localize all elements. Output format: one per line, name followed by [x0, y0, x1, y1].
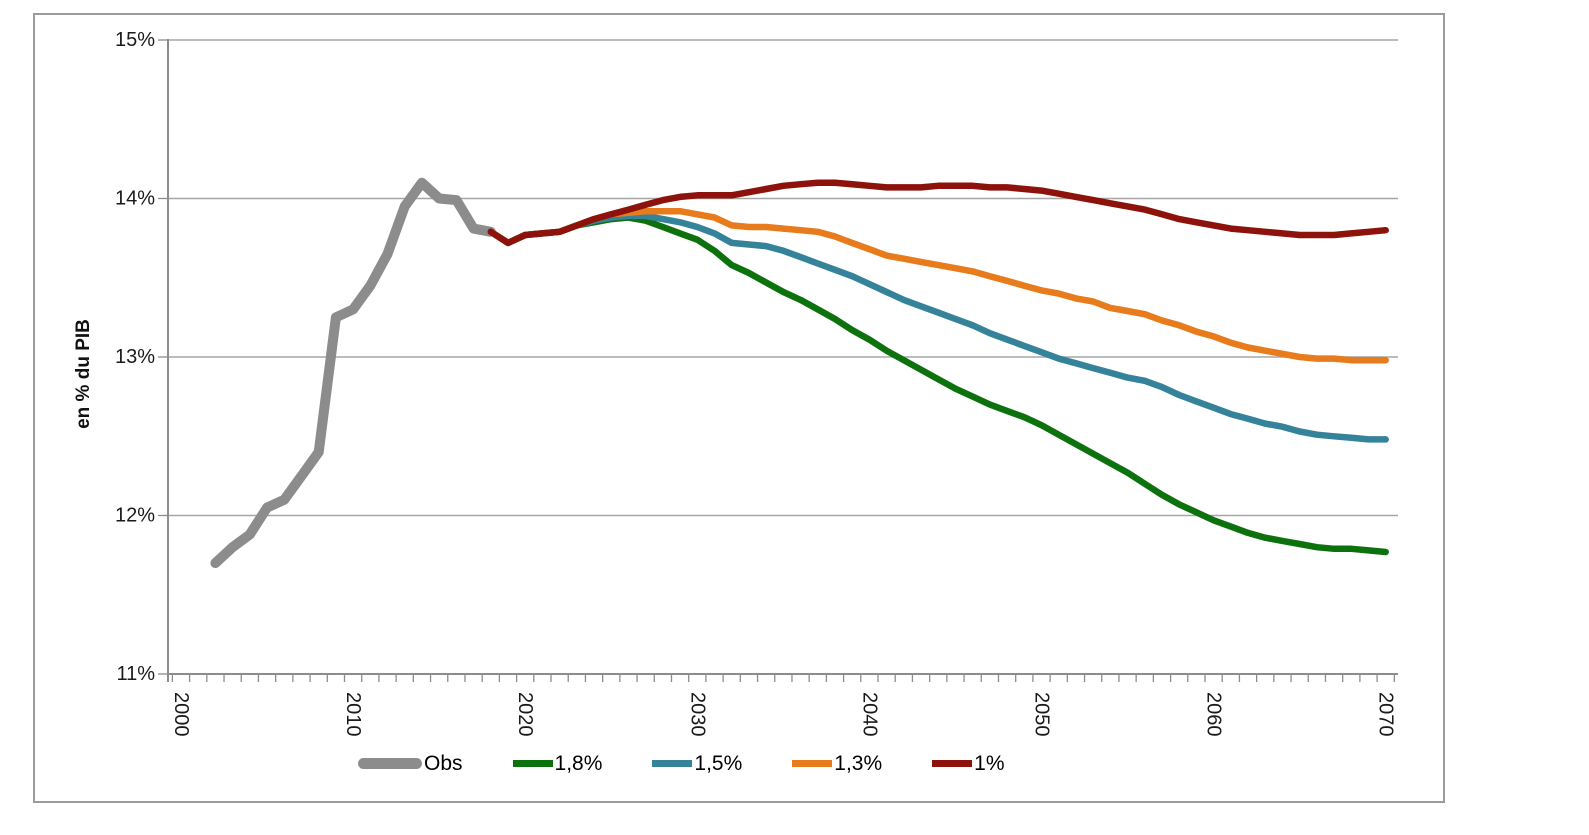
y-tick-label: 14%	[115, 188, 155, 210]
legend-swatch-s18	[512, 760, 553, 767]
legend-swatch-obs	[358, 758, 422, 769]
series-line-s10	[487, 179, 1389, 247]
legend-swatch-s15	[652, 760, 693, 767]
y-tick-label: 11%	[116, 663, 155, 685]
x-tick-label: 2070	[1375, 692, 1397, 737]
y-tick-label: 13%	[115, 346, 155, 368]
legend-swatch-s10	[932, 760, 973, 767]
series-line-obs	[210, 177, 496, 569]
x-tick-label: 2060	[1203, 692, 1225, 737]
legend-item-s10: 1%	[932, 752, 1005, 775]
series-line-s15	[487, 212, 1389, 443]
legend-label: Obs	[424, 752, 463, 775]
legend-swatch-s13	[792, 760, 833, 767]
legend-label: 1,8%	[554, 752, 603, 775]
legend-item-s18: 1,8%	[512, 752, 603, 775]
series-line-s13	[487, 207, 1389, 364]
y-tick-label: 12%	[115, 505, 155, 527]
x-tick-label: 2040	[858, 692, 880, 737]
x-tick-label: 2000	[170, 692, 192, 737]
legend-label: 1%	[974, 752, 1005, 775]
legend-item-s15: 1,5%	[652, 753, 742, 774]
x-tick-label: 2050	[1031, 692, 1053, 737]
y-tick-label: 15%	[115, 29, 155, 51]
legend-item-s13: 1,3%	[792, 753, 882, 774]
legend-label: 1,3%	[834, 752, 883, 775]
legend-item-obs: Obs	[358, 753, 463, 774]
y-axis-title: en % du PIB	[73, 319, 94, 429]
chart-legend: Obs 1,8% 1,5% 1,3% 1%	[358, 753, 1005, 774]
x-tick-label: 2010	[342, 692, 364, 737]
x-tick-label: 2030	[686, 692, 708, 737]
series-line-s18	[487, 214, 1389, 556]
legend-label: 1,5%	[694, 752, 743, 775]
x-tick-label: 2020	[514, 692, 536, 737]
